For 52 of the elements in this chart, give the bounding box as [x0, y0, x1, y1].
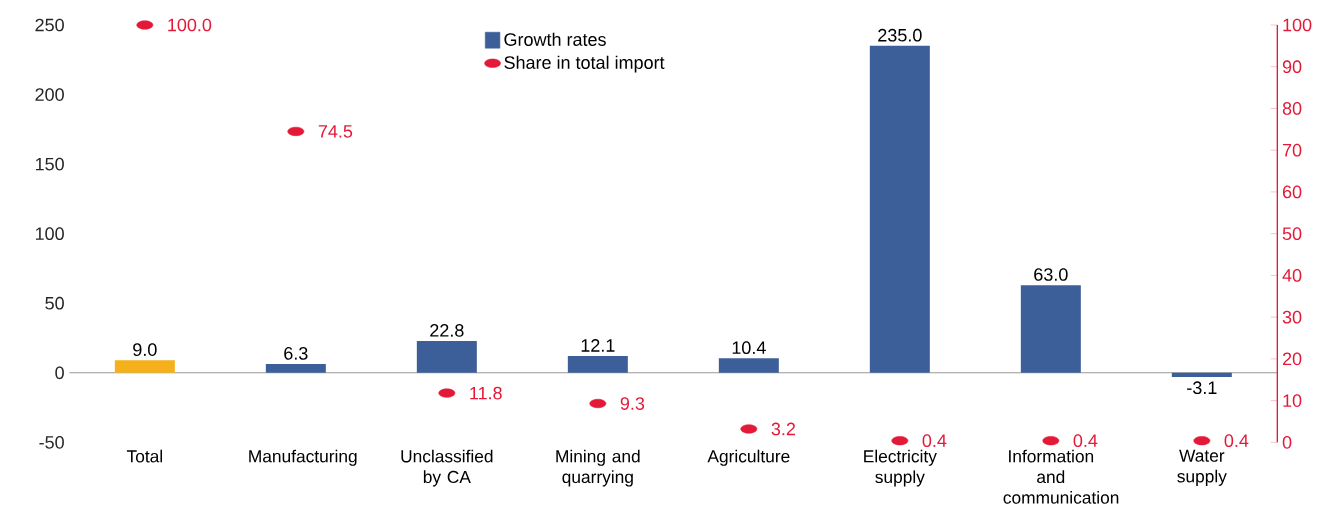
data-label: -3.1 — [1187, 381, 1217, 395]
y2-tick-label: 90 — [1282, 60, 1302, 74]
data-label: 22.8 — [430, 324, 464, 337]
data-label: 235.0 — [878, 28, 922, 42]
y2-tick-label: 60 — [1282, 185, 1302, 199]
y2-tick-label: 10 — [1283, 394, 1302, 407]
y2-tick-label: 100 — [1283, 18, 1312, 32]
y2-tick-label: 70 — [1282, 143, 1302, 157]
x-tick-label: Total — [126, 449, 162, 463]
data-label: 63.0 — [1034, 268, 1068, 281]
x-tick-label: Manufacturing — [249, 449, 357, 466]
y-tick-label: -50 — [39, 435, 64, 449]
bar — [1020, 285, 1081, 373]
y2-tick-label: 80 — [1282, 102, 1302, 115]
bar — [114, 360, 175, 373]
data-label: 11.8 — [470, 386, 502, 400]
y-tick-label: 0 — [55, 366, 64, 380]
y2-tick-label: 0 — [1282, 435, 1292, 449]
x-tick-label: Electricity supply — [864, 449, 937, 487]
data-label: 0.4 — [1073, 434, 1098, 448]
bar — [567, 355, 628, 373]
x-tick-label: Water supply — [1177, 449, 1227, 486]
bar — [869, 45, 930, 373]
x-tick-label: Unclassified by CA — [401, 449, 493, 487]
data-label: 10.4 — [732, 341, 766, 355]
x-tick-label: Information and communication — [1003, 449, 1119, 504]
data-label: 74.5 — [318, 125, 353, 138]
x-tick-label: Mining and quarrying — [556, 449, 640, 487]
y-tick-label: 150 — [35, 157, 64, 171]
data-label: 9.3 — [620, 397, 645, 410]
bar — [1171, 372, 1232, 378]
data-label: 6.3 — [284, 347, 308, 360]
data-label: 0.4 — [922, 434, 947, 448]
y2-tick-label: 50 — [1282, 227, 1302, 241]
y2-tick-label: 20 — [1282, 352, 1302, 366]
y-tick-label: 50 — [45, 296, 64, 310]
data-label: 100.0 — [168, 18, 212, 32]
x-tick-label: Agriculture — [707, 449, 790, 466]
y2-tick-label: 30 — [1282, 310, 1302, 324]
y-tick-label: 200 — [35, 88, 64, 101]
data-label: 3.2 — [771, 422, 796, 436]
bar — [718, 358, 779, 373]
data-label: 9.0 — [133, 343, 157, 356]
data-label: 12.1 — [581, 339, 615, 352]
y-tick-label: 100 — [35, 227, 64, 241]
data-label: 0.4 — [1224, 434, 1249, 448]
bar — [416, 341, 477, 373]
legend-label: Share in total import — [504, 55, 665, 73]
y2-tick-label: 40 — [1282, 269, 1302, 282]
legend-label: Growth rates — [504, 32, 606, 46]
bar — [265, 364, 326, 373]
y-tick-label: 250 — [35, 18, 64, 32]
